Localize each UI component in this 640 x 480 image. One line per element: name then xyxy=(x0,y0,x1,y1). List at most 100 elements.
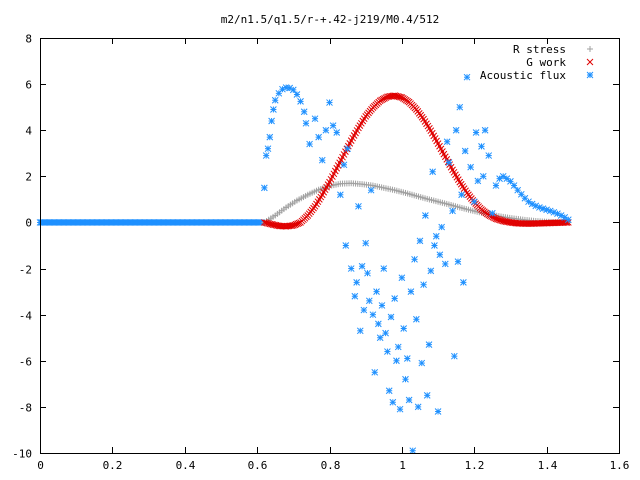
acoustic-flux-point xyxy=(456,103,464,111)
acoustic-flux-point xyxy=(441,260,449,268)
acoustic-flux-point xyxy=(414,403,422,411)
acoustic-flux-point xyxy=(510,182,518,189)
acoustic-flux-point xyxy=(362,239,370,247)
acoustic-flux-point xyxy=(450,352,458,360)
acoustic-flux-point xyxy=(261,184,268,192)
acoustic-flux-point xyxy=(452,126,460,134)
acoustic-flux-point xyxy=(478,143,485,150)
acoustic-flux-point xyxy=(318,156,326,164)
acoustic-flux-point xyxy=(297,98,304,105)
series-g-work xyxy=(261,92,572,230)
acoustic-flux-point xyxy=(356,327,364,335)
acoustic-flux-point xyxy=(458,191,465,199)
x-tick-label: 1 xyxy=(399,459,406,472)
acoustic-flux-point xyxy=(333,129,341,136)
x-tick-label: 1.6 xyxy=(610,459,630,472)
x-tick-label: 0 xyxy=(37,459,44,472)
acoustic-flux-baseline xyxy=(36,219,266,226)
acoustic-flux-point xyxy=(454,258,462,265)
y-tick-label: -2 xyxy=(19,264,32,277)
acoustic-flux-point xyxy=(378,302,386,309)
acoustic-flux-point xyxy=(445,159,453,166)
acoustic-flux-point xyxy=(416,237,424,245)
plot-frame xyxy=(40,38,620,454)
acoustic-flux-point xyxy=(376,334,384,342)
acoustic-flux-point xyxy=(385,387,393,395)
acoustic-flux-point xyxy=(347,265,355,272)
acoustic-flux-point xyxy=(402,375,409,383)
acoustic-flux-point xyxy=(262,152,270,159)
g-work-point xyxy=(295,219,303,227)
acoustic-flux-point xyxy=(461,147,469,155)
series-acoustic-flux xyxy=(261,73,572,455)
acoustic-flux-point xyxy=(479,172,487,180)
acoustic-flux-point xyxy=(373,288,380,295)
acoustic-flux-point xyxy=(432,232,440,240)
y-tick-label: 4 xyxy=(25,125,32,138)
x-tick-label: 1.2 xyxy=(465,459,485,472)
acoustic-flux-point xyxy=(384,348,391,355)
legend-marker xyxy=(586,71,594,79)
acoustic-flux-point xyxy=(429,168,436,176)
acoustic-flux-point xyxy=(380,265,388,272)
acoustic-flux-point xyxy=(270,106,277,113)
acoustic-flux-point xyxy=(365,297,373,305)
acoustic-flux-point xyxy=(371,368,379,376)
acoustic-flux-point xyxy=(411,255,418,263)
acoustic-flux-point xyxy=(449,207,456,215)
acoustic-flux-point xyxy=(369,311,377,319)
acoustic-flux-point xyxy=(337,191,344,199)
acoustic-flux-point xyxy=(382,329,389,337)
acoustic-flux-point xyxy=(364,269,371,277)
acoustic-flux-point xyxy=(431,242,438,249)
acoustic-flux-point xyxy=(358,262,366,270)
acoustic-flux-point xyxy=(326,99,333,106)
acoustic-flux-point xyxy=(436,251,444,259)
acoustic-flux-point xyxy=(550,208,558,216)
acoustic-flux-point xyxy=(340,161,348,169)
x-tick-label: 0.8 xyxy=(321,459,341,472)
acoustic-flux-point xyxy=(355,202,362,210)
acoustic-flux-point xyxy=(488,209,496,217)
chart-title: m2/n1.5/q1.5/r-+.42-j219/M0.4/512 xyxy=(221,13,440,26)
legend-label: R stress xyxy=(513,43,566,56)
acoustic-flux-point xyxy=(412,315,420,323)
acoustic-flux-point xyxy=(389,398,397,406)
acoustic-flux-point xyxy=(443,138,451,146)
acoustic-flux-point xyxy=(405,396,413,404)
acoustic-flux-point xyxy=(422,212,429,219)
legend-marker xyxy=(586,58,594,66)
acoustic-flux-point xyxy=(329,122,337,129)
x-tick-label: 0.2 xyxy=(103,459,123,472)
acoustic-flux-point xyxy=(564,216,572,224)
acoustic-flux-point xyxy=(463,73,471,81)
acoustic-flux-point xyxy=(418,359,426,367)
acoustic-flux-point xyxy=(427,267,435,275)
legend-marker xyxy=(587,46,593,52)
acoustic-flux-point xyxy=(293,91,301,98)
acoustic-flux-point xyxy=(306,140,313,148)
y-tick-label: -8 xyxy=(19,402,32,415)
acoustic-flux-point xyxy=(503,175,511,182)
acoustic-flux-point xyxy=(367,186,375,194)
y-tick-label: 6 xyxy=(25,79,32,92)
acoustic-flux-point xyxy=(407,288,415,295)
acoustic-flux-point xyxy=(391,295,398,302)
y-tick-label: 2 xyxy=(25,171,32,184)
acoustic-flux-point xyxy=(360,306,368,314)
y-tick-label: -10 xyxy=(12,448,32,461)
acoustic-flux-point xyxy=(396,405,404,413)
acoustic-flux-point xyxy=(536,204,543,211)
acoustic-flux-point xyxy=(434,408,442,415)
acoustic-flux-point xyxy=(271,96,279,104)
acoustic-flux-point xyxy=(322,126,330,134)
acoustic-flux-point xyxy=(460,279,467,286)
y-tick-label: 0 xyxy=(25,217,32,230)
x-tick-label: 1.4 xyxy=(538,459,558,472)
y-tick-label: 8 xyxy=(25,33,32,46)
acoustic-flux-point xyxy=(472,129,480,136)
acoustic-flux-point xyxy=(394,343,402,351)
acoustic-flux-point xyxy=(393,357,400,365)
